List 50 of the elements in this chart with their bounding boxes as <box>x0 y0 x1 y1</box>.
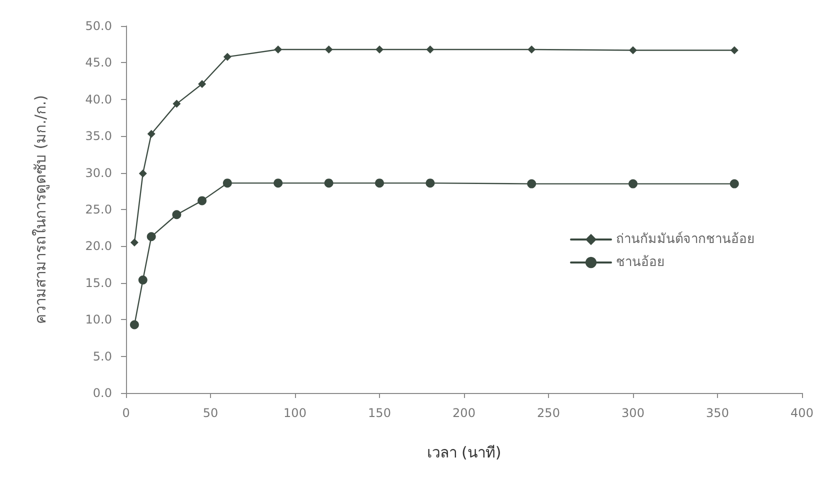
x-tick-label: 250 <box>537 406 560 420</box>
point <box>146 232 156 242</box>
y-axis-title: ความสามารถในการดูดซับ (มก./ก.) <box>32 94 50 324</box>
x-tick-label: 150 <box>368 406 391 420</box>
x-tick-label: 300 <box>622 406 644 420</box>
point <box>172 210 182 220</box>
y-tick-label: 35.0 <box>85 129 112 144</box>
y-tick-label: 0.0 <box>92 386 112 400</box>
point <box>426 178 435 188</box>
x-tick-label: 100 <box>284 406 306 420</box>
x-tick-label: 50 <box>202 406 218 420</box>
point <box>376 45 384 54</box>
point <box>730 179 739 188</box>
y-tick-label: 50.0 <box>85 19 112 33</box>
point <box>198 80 206 88</box>
point <box>172 100 181 108</box>
x-tick-label: 0 <box>122 406 130 420</box>
point <box>528 45 536 54</box>
x-axis-title: เวลา (นาที) <box>426 444 502 462</box>
x-tick-label: 200 <box>452 406 476 420</box>
point <box>324 178 334 188</box>
point <box>223 52 232 61</box>
x-tick-label: 350 <box>706 406 729 420</box>
point <box>138 170 147 178</box>
y-tick-label: 15.0 <box>85 276 112 290</box>
point <box>628 179 638 188</box>
point <box>375 178 384 188</box>
y-tick-label: 40.0 <box>85 92 112 106</box>
point <box>274 178 283 188</box>
y-tick-label: 20.0 <box>85 239 112 254</box>
legend-label: ชานอ้อย <box>616 255 665 270</box>
point <box>130 320 139 330</box>
point <box>138 275 148 284</box>
y-tick-label: 30.0 <box>85 166 112 180</box>
point <box>147 130 156 138</box>
y-tick-label: 5.0 <box>92 349 112 364</box>
legend-label: ถ่านกัมมันต์จากชานอ้อย <box>616 231 755 247</box>
x-tick-label: 400 <box>790 406 814 420</box>
point <box>198 196 207 206</box>
y-tick-label: 25.0 <box>85 202 112 216</box>
point <box>629 46 637 54</box>
y-tick-label: 45.0 <box>85 56 112 70</box>
point <box>527 179 536 188</box>
point <box>730 46 738 54</box>
point <box>130 238 138 247</box>
point <box>324 45 333 54</box>
point <box>222 178 232 188</box>
point <box>426 45 434 54</box>
point <box>274 45 282 54</box>
y-tick-label: 10.0 <box>85 312 112 327</box>
